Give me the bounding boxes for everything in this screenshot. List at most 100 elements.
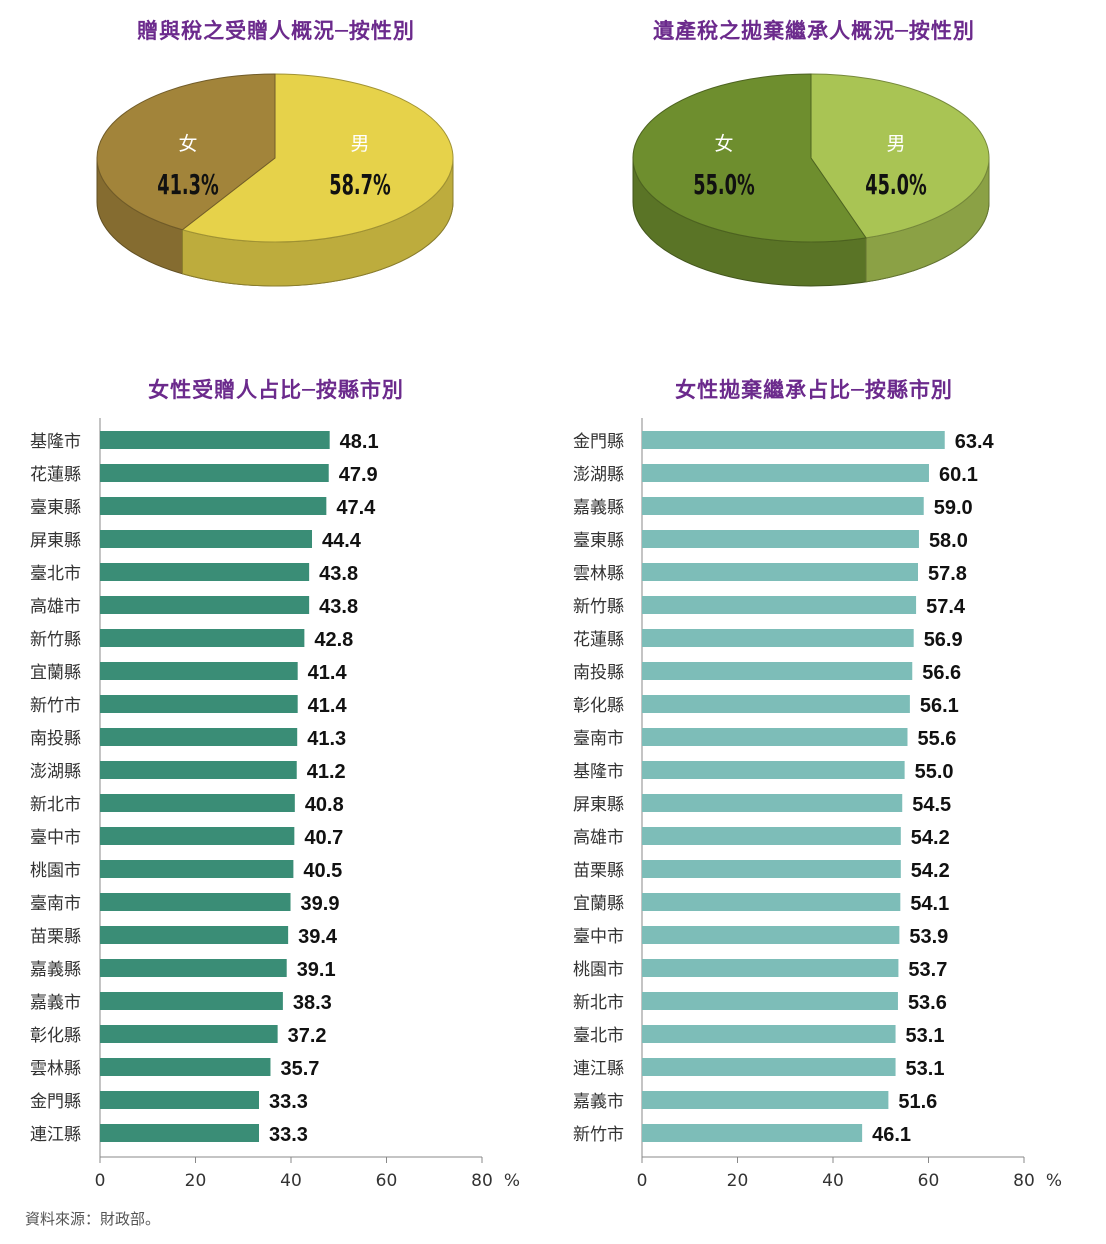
bar2-category-label: 花蓮縣 [573, 630, 624, 650]
bar2-category-label: 新竹縣 [573, 597, 624, 617]
bar1-bar [100, 464, 329, 482]
bar2-tick-label: 0 [637, 1171, 648, 1191]
bar2-value-label: 46.1 [872, 1124, 911, 1146]
bar2-title: 女性拋棄繼承占比─按縣市別 [675, 378, 953, 402]
bar1-value-label: 38.3 [293, 992, 332, 1014]
bar1-value-label: 43.8 [319, 596, 358, 618]
bar2-category-label: 雲林縣 [573, 564, 624, 584]
bar1-tick-label: 80 [471, 1171, 493, 1191]
bar2-bar [642, 662, 913, 680]
bar2-category-label: 嘉義縣 [573, 498, 624, 518]
bar1-bar [100, 794, 295, 812]
bar1-category-label: 連江縣 [30, 1125, 81, 1145]
bar1-category-label: 新北市 [30, 795, 81, 815]
bar2-bar [642, 959, 899, 977]
bar1-value-label: 41.3 [307, 728, 346, 750]
pie1-label-female: 女 [178, 133, 197, 155]
bar1-category-label: 屏東縣 [30, 531, 81, 551]
bar2-bar [642, 827, 901, 845]
bar1-value-label: 47.4 [336, 497, 376, 519]
pie2-label-female: 女 [714, 133, 733, 155]
bar2-tick-label: 60 [918, 1171, 940, 1191]
bar2-category-label: 宜蘭縣 [573, 894, 624, 914]
bar1-bar [100, 728, 298, 746]
pie1-title: 贈與稅之受贈人概況─按性別 [137, 19, 415, 43]
bar1-category-label: 臺東縣 [30, 498, 81, 518]
bar1-bar [100, 629, 305, 647]
pie1-slice-female [96, 73, 276, 231]
bar2-category-label: 臺東縣 [573, 531, 624, 551]
bar1-bar [100, 860, 294, 878]
bar1-tick-label: 0 [95, 1171, 106, 1191]
bar2-value-label: 51.6 [898, 1091, 937, 1113]
pie1-value-male: 58.7% [329, 169, 390, 201]
bar1-bar [100, 926, 289, 944]
bar1-bar [100, 563, 310, 581]
bar2-value-label: 54.2 [911, 860, 950, 882]
bar1-category-label: 金門縣 [30, 1092, 81, 1112]
pie2-label-male: 男 [886, 133, 905, 155]
bar1-bar [100, 992, 283, 1010]
bar2-bar [642, 695, 910, 713]
pie1-value-female: 41.3% [157, 169, 218, 201]
bar1-tick-label: 20 [185, 1171, 207, 1191]
bar2-category-label: 澎湖縣 [573, 465, 624, 485]
bar2-bar [642, 992, 898, 1010]
bar1-value-label: 43.8 [319, 563, 358, 585]
pie2-value-male: 45.0% [865, 169, 926, 201]
source-note: 資料來源：財政部。 [25, 1210, 161, 1228]
bar1-unit-label: % [504, 1171, 520, 1191]
bar2-bar [642, 860, 901, 878]
bar1-value-label: 33.3 [269, 1091, 308, 1113]
pie2-value-female: 55.0% [693, 169, 754, 201]
bar1-category-label: 桃園市 [30, 861, 81, 881]
bar2-category-label: 新竹市 [573, 1125, 624, 1145]
bar2-bar [642, 794, 903, 812]
bar2-category-label: 屏東縣 [573, 795, 624, 815]
bar2-value-label: 56.1 [920, 695, 959, 717]
bar2-value-label: 53.1 [906, 1058, 945, 1080]
bar1-bar [100, 695, 298, 713]
bar2-category-label: 新北市 [573, 993, 624, 1013]
bar2-category-label: 桃園市 [573, 960, 624, 980]
bar1-value-label: 42.8 [314, 629, 353, 651]
bar1-category-label: 花蓮縣 [30, 465, 81, 485]
bar1-bar [100, 596, 310, 614]
bar1-value-label: 33.3 [269, 1124, 308, 1146]
bar1-value-label: 40.7 [304, 827, 343, 849]
bar2-bar [642, 497, 924, 515]
bar1-value-label: 44.4 [322, 530, 362, 552]
bar1-category-label: 臺南市 [30, 894, 81, 914]
bar2-value-label: 56.6 [922, 662, 961, 684]
pie1-label-male: 男 [350, 133, 369, 155]
bar1-value-label: 41.4 [308, 695, 348, 717]
bar2-value-label: 55.0 [915, 761, 954, 783]
bar2-bar [642, 464, 929, 482]
bar1-bar [100, 959, 287, 977]
bar2-bar [642, 431, 945, 449]
bar2-category-label: 連江縣 [573, 1059, 624, 1079]
bar2-unit-label: % [1046, 1171, 1062, 1191]
bar1-value-label: 40.8 [305, 794, 344, 816]
bar2-value-label: 53.1 [906, 1025, 945, 1047]
bar1-value-label: 39.9 [301, 893, 340, 915]
bar1-value-label: 41.2 [307, 761, 346, 783]
bar2-category-label: 高雄市 [573, 828, 624, 848]
bar2-value-label: 53.9 [909, 926, 948, 948]
bar2-value-label: 54.5 [912, 794, 951, 816]
bar1-value-label: 35.7 [280, 1058, 319, 1080]
bar2-value-label: 54.1 [910, 893, 949, 915]
bar1-bar [100, 1124, 260, 1142]
bar2-value-label: 56.9 [924, 629, 963, 651]
bar2-bar [642, 530, 919, 548]
bar2-bar [642, 728, 908, 746]
bar2-tick-label: 20 [727, 1171, 749, 1191]
bar2-bar [642, 1025, 896, 1043]
bar1-bar [100, 893, 291, 911]
bar2-value-label: 60.1 [939, 464, 978, 486]
bar1-category-label: 臺北市 [30, 564, 81, 584]
bar1-category-label: 苗栗縣 [30, 927, 81, 947]
bar2-category-label: 臺北市 [573, 1026, 624, 1046]
bar2-bar [642, 1058, 896, 1076]
